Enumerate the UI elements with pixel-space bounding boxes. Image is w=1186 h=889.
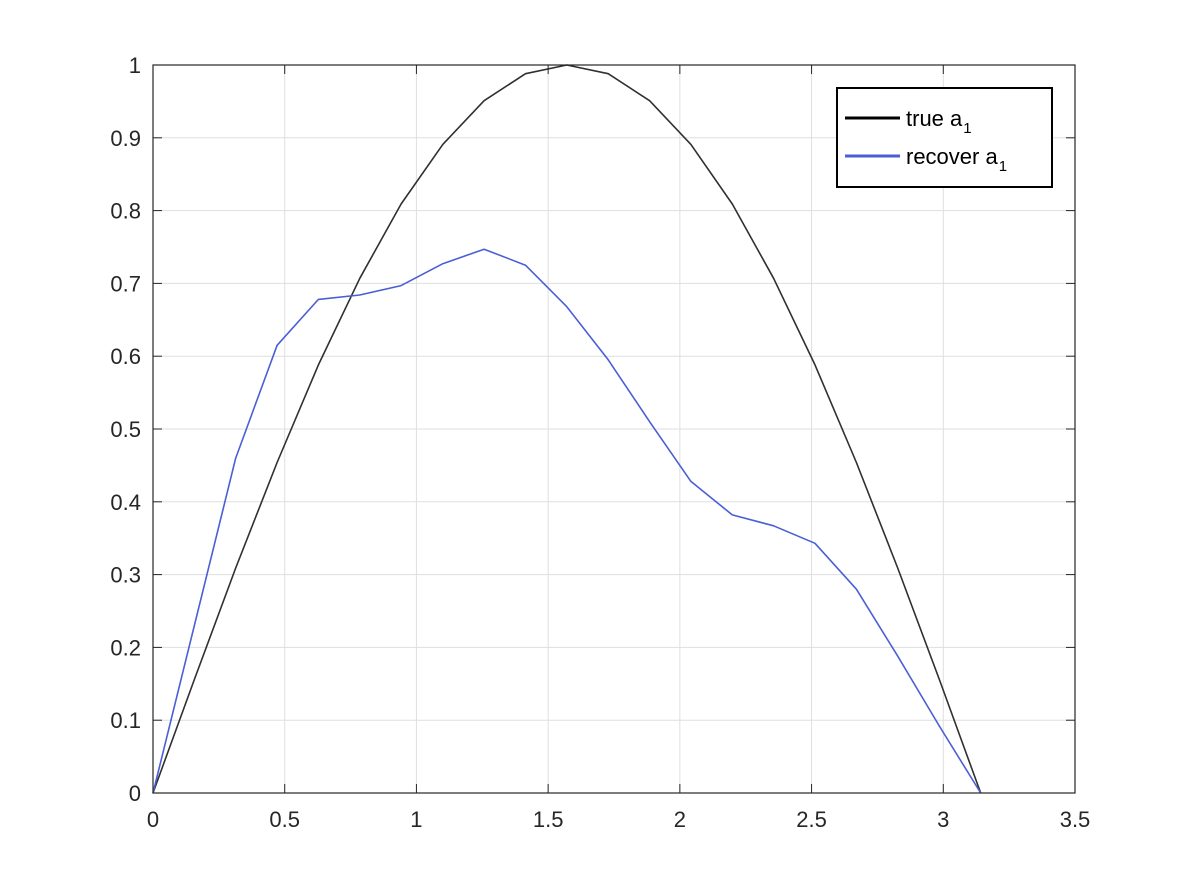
x-tick-label: 2.5 [796,807,827,832]
legend-entry-recover: recover a1 [906,144,1007,175]
legend-box [836,87,1053,188]
y-tick-label: 1 [129,53,141,78]
y-tick-label: 0.2 [110,635,141,660]
x-tick-label: 1.5 [533,807,564,832]
legend-label-true: true a [906,106,963,131]
y-tick-label: 0.1 [110,708,141,733]
ticks [152,64,1076,794]
y-tick-label: 0.3 [110,563,141,588]
tick-labels: 0 0.5 1 1.5 2 2.5 3 3.5 0 0.1 0.2 0.3 0.4 0.5 0.6 0.7 0.… [110,53,1090,832]
legend-sub-true: 1 [963,120,971,137]
y-tick-label: 0.8 [110,199,141,224]
y-tick-label: 0.5 [110,417,141,442]
x-tick-label: 0.5 [269,807,300,832]
y-tick-label: 0.9 [110,126,141,151]
x-tick-label: 0 [147,807,159,832]
y-tick-label: 0.7 [110,271,141,296]
legend-entry-true: true a1 [906,106,972,137]
legend: true a1 recover a1 [836,87,1053,188]
x-tick-label: 2 [674,807,686,832]
legend-sub-recover: 1 [999,158,1007,175]
x-tick-label: 1 [410,807,422,832]
y-tick-label: 0.6 [110,344,141,369]
y-tick-label: 0 [129,781,141,806]
legend-label-recover: recover a [906,144,998,169]
y-tick-label: 0.4 [110,490,141,515]
x-tick-label: 3.5 [1060,807,1091,832]
series-line-recover [152,248,982,794]
x-tick-label: 3 [937,807,949,832]
